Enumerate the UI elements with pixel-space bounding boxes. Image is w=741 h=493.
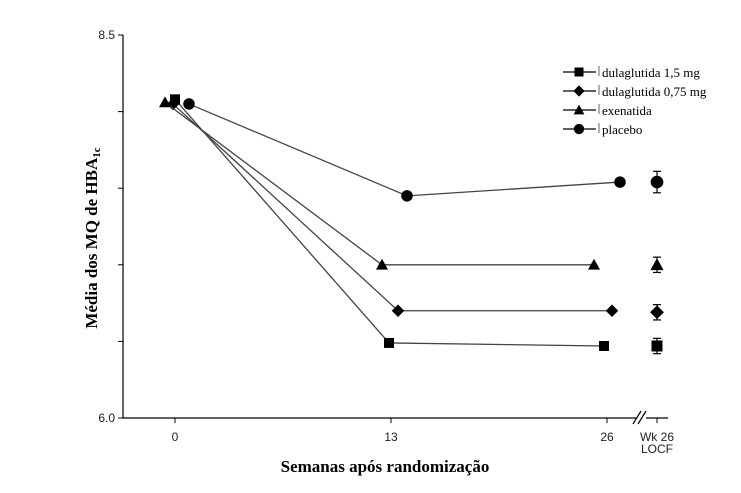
x-tick-label: 26 — [600, 430, 614, 444]
series-line — [172, 103, 612, 312]
series-layer — [159, 94, 664, 355]
data-point — [376, 258, 388, 270]
legend-item: placebo — [563, 122, 642, 137]
locf-point — [650, 258, 664, 271]
y-axis-title: Média dos MQ de HBA1c — [82, 147, 103, 328]
axis-break-mark — [637, 410, 647, 425]
legend-label: placebo — [602, 122, 642, 137]
legend-item: dulaglutida 1,5 mg — [563, 65, 700, 80]
legend-marker — [574, 67, 584, 77]
series-circle — [183, 98, 664, 202]
legend-item: exenatida — [563, 103, 652, 118]
locf-point — [650, 305, 664, 320]
legend-label: dulaglutida 1,5 mg — [602, 65, 700, 80]
data-point — [391, 304, 405, 318]
series-line — [174, 98, 605, 347]
x-tick-label: 13 — [384, 430, 398, 444]
y-tick-label: 8.5 — [98, 28, 115, 42]
data-point — [401, 190, 413, 202]
y-tick-label: 6.0 — [98, 411, 115, 425]
data-point — [605, 304, 619, 318]
locf-point — [650, 175, 664, 189]
series-triangle — [159, 96, 664, 274]
y-ticks: 8.5 6.0 — [98, 28, 123, 425]
legend-label: dulaglutida 0,75 mg — [602, 84, 707, 99]
data-point — [614, 176, 626, 188]
data-point — [170, 94, 180, 105]
series-diamond — [166, 97, 664, 321]
locf-tick-label: Wk 26 — [640, 430, 674, 444]
locf-tick-label: LOCF — [641, 442, 673, 456]
x-ticks: 0 13 26 — [172, 418, 658, 444]
y-axis-title-subscript: 1c — [91, 147, 103, 158]
legend-item: dulaglutida 0,75 mg — [563, 84, 707, 99]
data-point — [183, 98, 195, 110]
data-point — [588, 258, 600, 270]
x-axis-title: Semanas após randomização — [281, 457, 490, 476]
data-point — [599, 340, 609, 351]
data-point — [159, 96, 171, 108]
legend-label: exenatida — [602, 103, 652, 118]
y-axis-title-main: Média dos MQ de HBA — [82, 157, 101, 329]
series-line — [188, 103, 621, 197]
axis-break-mark — [632, 410, 642, 425]
locf-point — [651, 340, 663, 352]
data-point — [384, 337, 394, 348]
legend: dulaglutida 1,5 mg dulaglutida 0,75 mg exe… — [563, 65, 707, 137]
series-square — [170, 94, 663, 355]
legend-marker — [573, 85, 585, 97]
legend-marker — [573, 123, 585, 135]
x-tick-label: 0 — [172, 430, 179, 444]
legend-marker — [573, 104, 585, 115]
